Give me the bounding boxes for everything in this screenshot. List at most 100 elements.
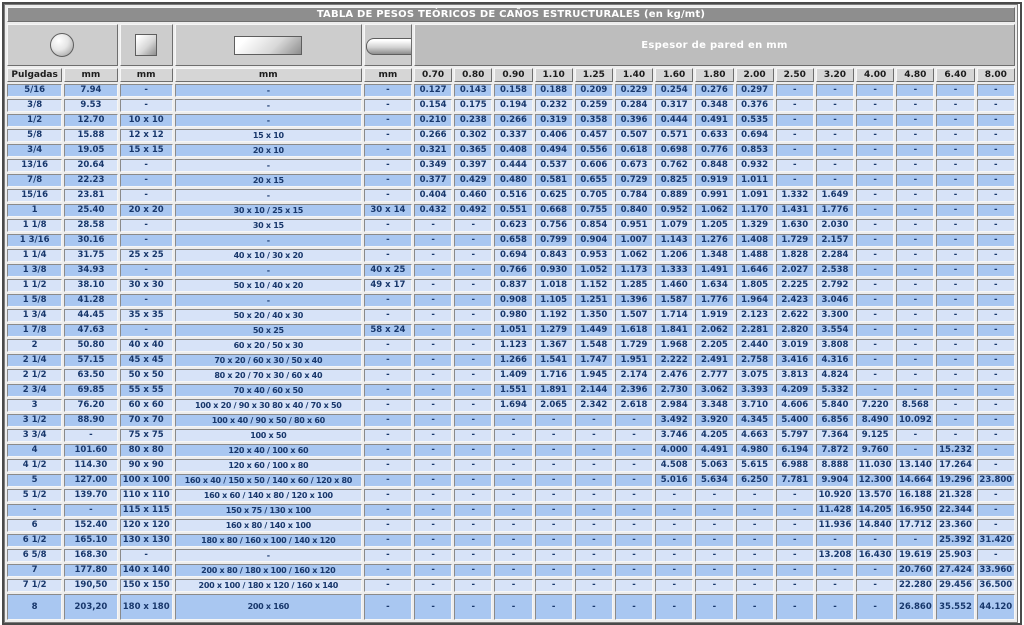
cell-weight: -: [414, 279, 453, 292]
cell-weight: 16.430: [856, 549, 895, 562]
cell-square-mm: 45 x 45: [119, 354, 173, 367]
cell-weight: 0.668: [534, 204, 573, 217]
cell-weight: -: [936, 159, 975, 172]
cell-oval-mm: 49 x 17: [363, 279, 412, 292]
table-row: 3 76.20 60 x 60 100 x 20 / 90 x 30 80 x 40 …: [7, 399, 1015, 412]
cell-square-mm: 50 x 50: [119, 369, 173, 382]
cell-weight: -: [414, 444, 453, 457]
cell-weight: 3.492: [655, 414, 694, 427]
cell-weight: -: [414, 519, 453, 532]
cell-weight: -: [976, 129, 1015, 142]
cell-weight: -: [936, 84, 975, 97]
wall-thickness-band: Espesor de pared en mm: [414, 24, 1015, 66]
cell-oval-mm: 58 x 24: [363, 324, 412, 337]
cell-weight: -: [735, 579, 774, 592]
cell-diameter-mm: 165.10: [64, 534, 118, 547]
cell-weight: -: [614, 549, 654, 562]
rectangular-tube-header-cell: [174, 24, 362, 66]
cell-weight: 3.348: [695, 399, 734, 412]
table-row: 1/2 12.70 10 x 10- -0.210 0.238 0.266 0.319 0.3…: [7, 114, 1015, 127]
cell-rectangular-mm: 120 x 40 / 100 x 60: [174, 444, 362, 457]
cell-weight: 1.105: [534, 294, 573, 307]
cell-square-mm: 60 x 60: [119, 399, 173, 412]
cell-weight: -: [574, 459, 613, 472]
cell-weight: -: [454, 429, 493, 442]
cell-weight: 1.170: [735, 204, 774, 217]
cell-weight: -: [454, 219, 493, 232]
cell-weight: 1.367: [534, 339, 573, 352]
cell-weight: -: [534, 564, 573, 577]
cell-oval-mm: -: [363, 234, 412, 247]
cell-weight: -: [414, 219, 453, 232]
cell-rectangular-mm: 180 x 80 / 160 x 100 / 140 x 120: [174, 534, 362, 547]
cell-weight: 17.264: [936, 459, 975, 472]
cell-weight: 0.254: [655, 84, 694, 97]
cell-weight: -: [936, 324, 975, 337]
cell-oval-mm: -: [363, 294, 412, 307]
cell-weight: 1.062: [614, 249, 654, 262]
cell-pulgadas: 1 1/2: [7, 279, 63, 292]
cell-weight: -: [614, 534, 654, 547]
cell-weight: 2.476: [655, 369, 694, 382]
cell-weight: -: [896, 144, 935, 157]
cell-weight: 0.494: [534, 144, 573, 157]
cell-weight: -: [976, 99, 1015, 112]
cell-diameter-mm: 203,20: [64, 594, 118, 620]
cell-oval-mm: -: [363, 504, 412, 517]
cell-weight: -: [856, 534, 895, 547]
weights-table: TABLA DE PESOS TEÓRICOS DE CAÑOS ESTRUCT…: [4, 4, 1018, 623]
cell-weight: -: [856, 594, 895, 620]
cell-weight: 0.158: [494, 84, 533, 97]
cell-oval-mm: -: [363, 489, 412, 502]
cell-weight: -: [856, 99, 895, 112]
table-row: 13/16 20.64- - -0.349 0.397 0.444 0.537 0.606 0.…: [7, 159, 1015, 172]
cell-weight: -: [494, 444, 533, 457]
cell-weight: -: [856, 384, 895, 397]
table-row: 4 101.60 80 x 80 120 x 40 / 100 x 60- - - - - - -…: [7, 444, 1015, 457]
cell-weight: -: [574, 504, 613, 517]
cell-weight: 4.606: [775, 399, 814, 412]
cell-weight: -: [695, 594, 734, 620]
cell-weight: -: [775, 504, 814, 517]
cell-oval-mm: -: [363, 594, 412, 620]
cell-pulgadas: 4: [7, 444, 63, 457]
col-header-thickness-1.60: 1.60: [655, 68, 694, 82]
table-row: 1 25.40 20 x 20 30 x 10 / 25 x 15 30 x 14 0.4…: [7, 204, 1015, 217]
cell-weight: 19.619: [896, 549, 935, 562]
cell-weight: 16.188: [896, 489, 935, 502]
cell-oval-mm: -: [363, 414, 412, 427]
cell-oval-mm: 30 x 14: [363, 204, 412, 217]
cell-weight: 0.932: [735, 159, 774, 172]
cell-weight: -: [976, 114, 1015, 127]
cell-weight: -: [936, 204, 975, 217]
cell-weight: 8.490: [856, 414, 895, 427]
cell-weight: -: [936, 99, 975, 112]
cell-weight: -: [775, 594, 814, 620]
cell-pulgadas: 7: [7, 564, 63, 577]
cell-weight: 26.860: [896, 594, 935, 620]
cell-weight: -: [454, 249, 493, 262]
cell-square-mm: -: [119, 324, 173, 337]
cell-weight: 1.714: [655, 309, 694, 322]
cell-weight: -: [936, 219, 975, 232]
cell-weight: -: [414, 339, 453, 352]
cell-weight: -: [976, 249, 1015, 262]
cell-weight: -: [976, 234, 1015, 247]
col-header-pulgadas: Pulgadas: [7, 68, 63, 82]
cell-weight: -: [454, 309, 493, 322]
cell-weight: 2.065: [534, 399, 573, 412]
cell-weight: 5.332: [815, 384, 855, 397]
cell-weight: -: [815, 594, 855, 620]
cell-rectangular-mm: 50 x 20 / 40 x 30: [174, 309, 362, 322]
cell-weight: 2.123: [735, 309, 774, 322]
cell-weight: -: [574, 534, 613, 547]
cell-oval-mm: -: [363, 189, 412, 202]
cell-pulgadas: 7/8: [7, 174, 63, 187]
cell-weight: 1.541: [534, 354, 573, 367]
cell-weight: -: [655, 534, 694, 547]
cell-weight: 1.192: [534, 309, 573, 322]
cell-pulgadas: 2 1/2: [7, 369, 63, 382]
cell-weight: 29.456: [936, 579, 975, 592]
cell-weight: -: [414, 504, 453, 517]
cell-rectangular-mm: 160 x 80 / 140 x 100: [174, 519, 362, 532]
